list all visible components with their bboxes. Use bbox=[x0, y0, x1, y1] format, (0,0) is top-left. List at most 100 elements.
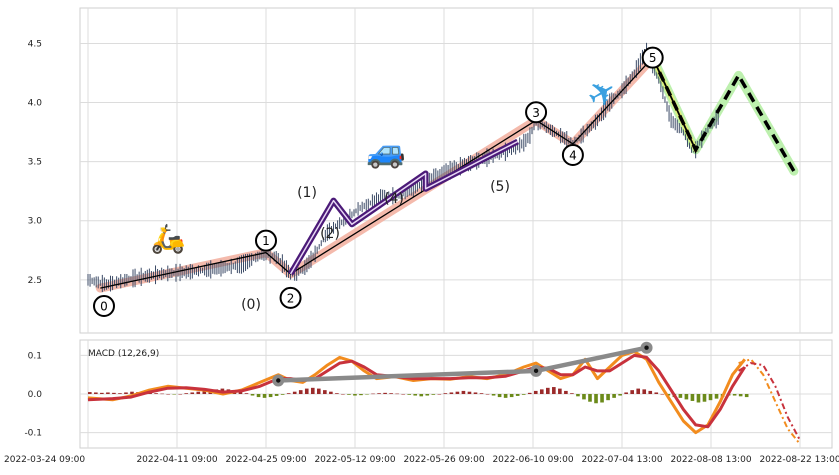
histogram-bar bbox=[317, 388, 321, 394]
histogram-bar bbox=[407, 394, 412, 395]
histogram-bar bbox=[684, 394, 689, 400]
subwave-label: (5) bbox=[490, 179, 510, 195]
histogram-bar bbox=[323, 390, 327, 394]
histogram-bar bbox=[347, 394, 351, 395]
histogram-bar bbox=[419, 394, 424, 397]
histogram-bar bbox=[491, 394, 496, 396]
histogram-bar bbox=[546, 387, 550, 394]
histogram-bar bbox=[377, 393, 381, 394]
histogram-bar bbox=[479, 393, 484, 394]
macd-ytick-label: 0.0 bbox=[28, 390, 43, 400]
histogram-bar bbox=[172, 394, 176, 395]
wave-label: 1 bbox=[262, 234, 270, 248]
histogram-bar bbox=[533, 390, 538, 394]
histogram-bar bbox=[353, 394, 357, 396]
histogram-bar bbox=[401, 394, 405, 395]
histogram-bar bbox=[335, 393, 339, 394]
histogram-bar bbox=[732, 394, 737, 396]
histogram-bar bbox=[660, 394, 665, 395]
histogram-bar bbox=[341, 394, 345, 395]
histogram-bar bbox=[588, 394, 592, 402]
histogram-bar bbox=[612, 394, 616, 398]
macd-plot bbox=[87, 341, 801, 445]
price-ytick-label: 2.5 bbox=[28, 276, 42, 286]
histogram-bar bbox=[497, 394, 502, 398]
histogram-bar bbox=[166, 394, 170, 395]
histogram-bar bbox=[503, 394, 508, 398]
histogram-bar bbox=[564, 390, 568, 394]
histogram-bar bbox=[160, 393, 164, 395]
histogram-bar bbox=[708, 394, 713, 401]
subwave-label: (0) bbox=[241, 297, 261, 313]
histogram-bar bbox=[154, 393, 158, 394]
histogram-bar bbox=[389, 393, 393, 394]
wave-label: 0 bbox=[100, 300, 108, 314]
wave-label: 5 bbox=[649, 51, 657, 65]
histogram-bar bbox=[738, 394, 743, 397]
histogram-bar bbox=[365, 394, 369, 395]
histogram-bar bbox=[636, 388, 641, 394]
histogram-bar bbox=[678, 394, 683, 398]
wave-marker-circle bbox=[641, 46, 664, 69]
histogram-bar bbox=[582, 394, 586, 400]
histogram-bar bbox=[654, 392, 659, 394]
histogram-bar bbox=[268, 394, 273, 398]
histogram-bar bbox=[190, 392, 195, 394]
histogram-bar bbox=[437, 394, 442, 395]
histogram-bar bbox=[196, 391, 201, 394]
price-ytick-label: 4.5 bbox=[28, 39, 42, 49]
divergence-point-center bbox=[644, 345, 649, 350]
histogram-bar bbox=[744, 394, 749, 398]
x-tick-label: 2022-05-12 09:00 bbox=[314, 455, 395, 465]
histogram-bar bbox=[696, 394, 701, 403]
subwave-label: (2) bbox=[320, 226, 340, 242]
histogram-bar bbox=[178, 394, 183, 395]
x-tick-label: 2022-06-10 09:00 bbox=[492, 455, 573, 465]
histogram-bar bbox=[395, 393, 399, 395]
histogram-bar bbox=[552, 387, 556, 394]
histogram-bar bbox=[521, 394, 526, 395]
macd-series-line bbox=[87, 353, 747, 429]
divergence-point-center bbox=[533, 368, 539, 374]
histogram-bar bbox=[630, 390, 634, 394]
histogram-bar bbox=[558, 388, 562, 394]
histogram-bar bbox=[280, 394, 285, 395]
histogram-bar bbox=[443, 393, 448, 394]
x-tick-label: 2022-07-04 13:00 bbox=[581, 455, 662, 465]
histogram-bar bbox=[238, 391, 243, 394]
wave-marker-circle bbox=[93, 295, 115, 317]
histogram-bar bbox=[329, 391, 333, 394]
histogram-bar bbox=[94, 392, 98, 394]
histogram-bar bbox=[714, 394, 719, 399]
histogram-bar bbox=[262, 394, 267, 398]
histogram-bar bbox=[286, 393, 291, 394]
histogram-bar bbox=[461, 390, 466, 394]
subwave-label: (4) bbox=[384, 191, 404, 207]
macd-projection-line bbox=[738, 362, 801, 441]
histogram-bar bbox=[642, 389, 647, 394]
histogram-bar bbox=[256, 394, 261, 398]
histogram-bar bbox=[184, 393, 189, 394]
histogram-bar bbox=[473, 392, 478, 394]
wave-marker-circle bbox=[279, 286, 302, 309]
projection-dashed-line bbox=[651, 56, 796, 172]
histogram-bar bbox=[485, 394, 490, 395]
wave-label: 3 bbox=[532, 106, 540, 120]
subwave-label: (1) bbox=[297, 185, 317, 201]
histogram-bar bbox=[509, 394, 514, 398]
histogram-bar bbox=[690, 394, 695, 401]
wave-line bbox=[100, 57, 654, 289]
axes: 2.5 3.0 3.5 4.0 4.5 -0.1 0.0 0.1 2022-03-24 09:0… bbox=[4, 39, 839, 465]
histogram-bar bbox=[310, 387, 315, 394]
histogram-bar bbox=[106, 392, 110, 394]
histogram-bar bbox=[250, 394, 255, 396]
histogram-bar bbox=[455, 391, 460, 394]
histogram-bar bbox=[624, 392, 628, 394]
histogram-bar bbox=[618, 394, 622, 396]
histogram-bar bbox=[100, 392, 104, 394]
histogram-bar bbox=[112, 392, 116, 394]
histogram-bar bbox=[383, 392, 387, 394]
histogram-bar bbox=[202, 390, 207, 394]
divergence-point-center bbox=[276, 378, 281, 383]
